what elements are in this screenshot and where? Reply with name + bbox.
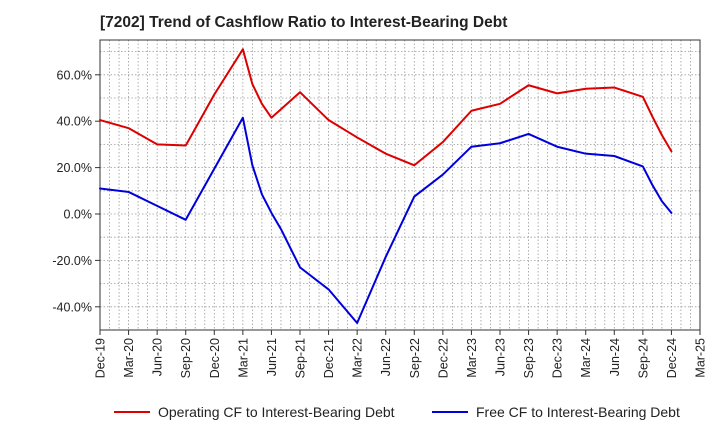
x-tick-label: Sep-23 [522, 338, 536, 378]
x-tick-label: Jun-20 [151, 338, 165, 376]
y-tick-label: 40.0% [57, 115, 92, 129]
x-tick-label: Dec-22 [436, 338, 450, 378]
x-tick-label: Dec-23 [551, 338, 565, 378]
x-tick-label: Mar-21 [236, 338, 250, 378]
x-tick-label: Dec-24 [665, 338, 679, 378]
x-tick-label: Mar-22 [351, 338, 365, 378]
x-tick-label: Jun-22 [379, 338, 393, 376]
x-tick-label: Dec-20 [208, 338, 222, 378]
x-tick-label: Mar-23 [465, 338, 479, 378]
legend-label-free-cf: Free CF to Interest-Bearing Debt [476, 404, 680, 420]
x-tick-label: Sep-22 [408, 338, 422, 378]
x-tick-label: Dec-21 [322, 338, 336, 378]
series-line-free-cf [99, 116, 673, 325]
plot-frame [99, 39, 701, 331]
y-tick-label: 60.0% [57, 68, 92, 82]
chart-title: [7202] Trend of Cashflow Ratio to Intere… [100, 14, 508, 31]
x-tick-label: Mar-24 [579, 338, 593, 378]
x-tick-label: Dec-19 [94, 338, 108, 378]
series-line-operating-cf [99, 48, 673, 167]
legend-label-operating-cf: Operating CF to Interest-Bearing Debt [158, 404, 395, 420]
x-tick-label: Jun-21 [265, 338, 279, 376]
y-tick-label: -40.0% [52, 300, 92, 314]
x-tick-label: Sep-24 [636, 338, 650, 378]
x-tick-label: Jun-24 [608, 338, 622, 376]
x-tick-label: Sep-20 [179, 338, 193, 378]
x-tick-label: Sep-21 [294, 338, 308, 378]
legend-item-free-cf: Free CF to Interest-Bearing Debt [432, 404, 680, 420]
plot-area [100, 40, 700, 330]
legend-item-operating-cf: Operating CF to Interest-Bearing Debt [114, 404, 395, 420]
x-tick-label: Mar-25 [694, 338, 708, 378]
y-tick-label: -20.0% [52, 254, 92, 268]
y-tick-label: 0.0% [64, 208, 93, 222]
x-tick-label: Jun-23 [494, 338, 508, 376]
y-tick-label: 20.0% [57, 161, 92, 175]
x-tick-label: Mar-20 [122, 338, 136, 378]
legend-swatch-operating-cf [114, 411, 150, 413]
legend-swatch-free-cf [432, 411, 468, 413]
